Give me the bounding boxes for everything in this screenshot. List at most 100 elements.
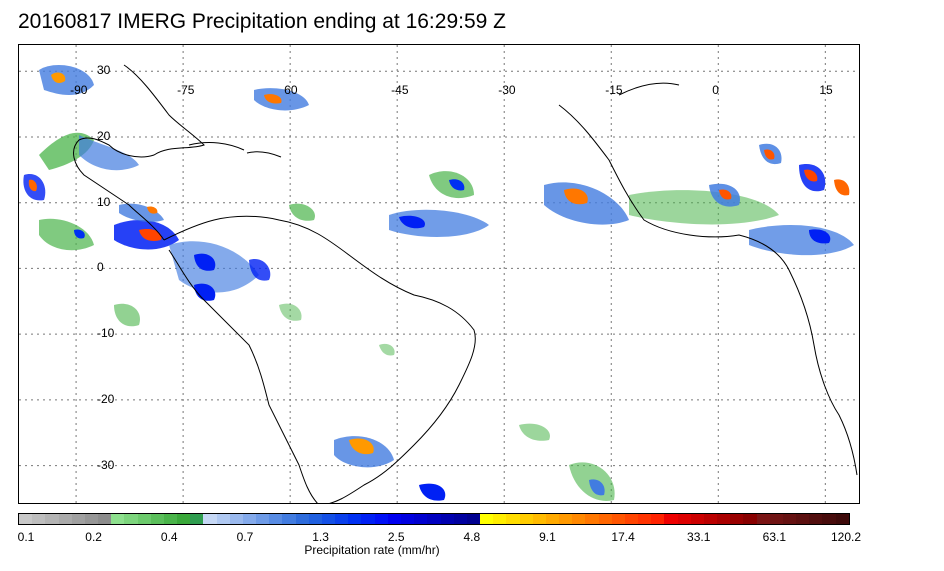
latitude-label: 30 <box>97 63 111 78</box>
colorbar-swatch <box>32 514 46 524</box>
colorbar-tick-label: 0.2 <box>85 530 102 544</box>
colorbar-swatch <box>335 514 349 524</box>
longitude-label: -15 <box>605 83 623 97</box>
colorbar-swatch <box>585 514 599 524</box>
colorbar-swatch <box>387 514 401 524</box>
precip-area <box>194 283 216 301</box>
precip-area <box>39 65 94 95</box>
precip-area <box>249 259 271 281</box>
colorbar-swatch <box>45 514 59 524</box>
precip-area <box>39 218 94 251</box>
longitude-label: 0 <box>712 83 719 97</box>
colorbar-tick-label: 0.7 <box>236 530 254 544</box>
colorbar-swatch <box>651 514 665 524</box>
colorbar-tick-label: 9.1 <box>539 530 556 544</box>
colorbar-tick-label: 1.3 <box>312 530 329 544</box>
colorbar-swatch <box>321 514 336 524</box>
precip-area <box>764 149 775 160</box>
colorbar-swatch <box>295 514 309 524</box>
colorbar-swatch <box>361 514 375 524</box>
colorbar-swatch <box>545 514 560 524</box>
colorbar-swatch <box>822 514 836 524</box>
precip-area <box>519 423 550 441</box>
coastline-north-america <box>73 64 205 241</box>
precip-area <box>279 303 302 321</box>
precip-area <box>119 203 164 223</box>
latitude-label: -30 <box>97 457 115 472</box>
colorbar-swatch <box>190 514 204 524</box>
colorbar <box>18 513 850 525</box>
colorbar-swatch <box>638 514 652 524</box>
colorbar-swatch <box>466 514 481 524</box>
colorbar-swatch <box>229 514 243 524</box>
colorbar-swatch <box>414 514 428 524</box>
colorbar-swatch <box>453 514 467 524</box>
longitude-label: -90 <box>70 83 88 97</box>
precip-area <box>564 188 588 205</box>
colorbar-swatch <box>506 514 520 524</box>
latitude-label: -20 <box>97 391 115 406</box>
precip-area <box>51 72 66 83</box>
colorbar-swatch <box>796 514 810 524</box>
colorbar-swatch <box>374 514 388 524</box>
longitude-label: -45 <box>391 83 409 97</box>
colorbar-swatch <box>163 514 178 524</box>
colorbar-swatch <box>572 514 586 524</box>
colorbar-swatch <box>664 514 678 524</box>
colorbar-swatch <box>611 514 625 524</box>
colorbar-swatch <box>703 514 718 524</box>
colorbar-swatch <box>19 514 33 524</box>
colorbar-tick-label: 0.4 <box>160 530 178 544</box>
precip-area <box>419 483 446 501</box>
precipitation-map[interactable]: -90 -75 60 -45 -30 -15 0 15 30 20 10 0 -10 -20 -30 <box>18 44 860 504</box>
precip-area <box>749 225 854 256</box>
precip-area <box>28 179 37 192</box>
coastlines <box>73 64 858 503</box>
colorbar-tick-label: 0.1 <box>17 530 35 544</box>
precip-area <box>264 94 282 104</box>
precip-area <box>74 229 85 239</box>
colorbar-swatch <box>480 514 494 524</box>
coastline-cuba <box>188 142 245 151</box>
map-title: 20160817 IMERG Precipitation ending at 1… <box>18 10 506 33</box>
colorbar-swatch <box>269 514 283 524</box>
colorbar-tick-label: 4.8 <box>463 530 481 544</box>
coastline-hispaniola <box>246 151 282 158</box>
precip-area <box>147 206 158 214</box>
colorbar-tick-label: 63.1 <box>762 530 787 544</box>
colorbar-swatch <box>71 514 85 524</box>
colorbar-swatch <box>84 514 99 524</box>
precip-area <box>719 189 732 200</box>
grid-lines <box>19 45 859 503</box>
colorbar-swatch <box>308 514 322 524</box>
precip-area <box>589 479 605 496</box>
precip-area <box>399 215 425 229</box>
colorbar-tick-label: 2.5 <box>387 530 405 544</box>
colorbar-swatch <box>598 514 612 524</box>
colorbar-swatch <box>150 514 164 524</box>
coastline-south-america <box>163 215 476 503</box>
colorbar-swatch <box>137 514 151 524</box>
coastline-africa <box>558 104 858 476</box>
colorbar-swatch <box>835 514 849 524</box>
colorbar-swatch <box>216 514 230 524</box>
precip-area <box>629 190 779 225</box>
colorbar-swatch <box>400 514 415 524</box>
colorbar-swatch <box>282 514 296 524</box>
precip-area <box>804 169 818 182</box>
colorbar-swatch <box>519 514 533 524</box>
colorbar-swatch <box>730 514 744 524</box>
colorbar-swatch <box>809 514 823 524</box>
colorbar-swatch <box>559 514 573 524</box>
precip-area <box>449 179 465 191</box>
precip-area <box>349 438 374 455</box>
precip-area <box>139 229 162 241</box>
latitude-label: 20 <box>97 129 111 143</box>
colorbar-swatch <box>624 514 639 524</box>
colorbar-swatch <box>782 514 797 524</box>
precip-area <box>834 179 850 196</box>
colorbar-title: Precipitation rate (mm/hr) <box>304 543 440 557</box>
longitude-label: 60 <box>284 83 298 97</box>
colorbar-swatch <box>124 514 138 524</box>
colorbar-swatch <box>690 514 704 524</box>
